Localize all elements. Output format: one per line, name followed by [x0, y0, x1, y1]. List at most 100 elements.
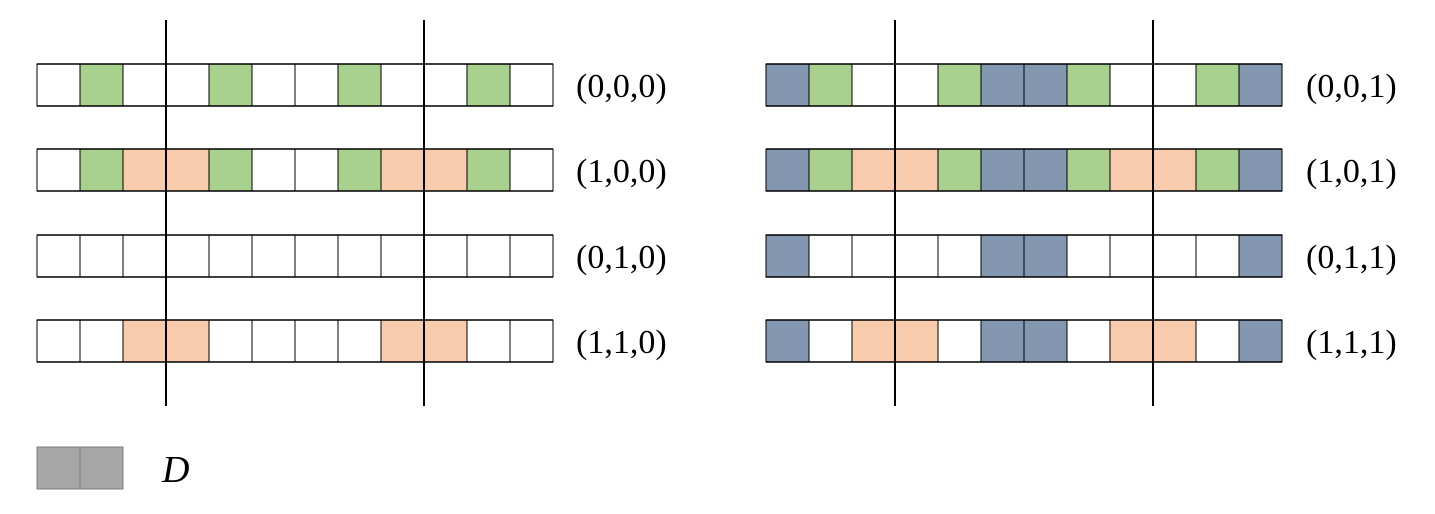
strip-cell-green: [79, 63, 124, 107]
strip-cell-green: [808, 63, 853, 107]
strip-cell-empty: [337, 234, 382, 278]
strip-cell-empty: [1152, 234, 1197, 278]
strip-cell-peach: [122, 319, 167, 363]
strip-cell-empty: [337, 319, 382, 363]
strip-cell-empty: [165, 63, 210, 107]
left-panel: (0,0,0) (1,0,0) (0,1,0) (1,1,0): [36, 20, 667, 406]
strip-cell-empty: [251, 63, 296, 107]
strip-cell-green: [1195, 148, 1240, 192]
strip-cell-empty: [380, 63, 425, 107]
strip-cell-green: [337, 148, 382, 192]
strip-row: (0,0,0): [36, 63, 667, 107]
strip-cell-empty: [423, 63, 468, 107]
strip-cell-blue: [765, 63, 810, 107]
strip-cell-empty: [251, 234, 296, 278]
strip-cell-empty: [808, 319, 853, 363]
strip-cell-peach: [165, 148, 210, 192]
row-label: (1,1,1): [1306, 324, 1397, 361]
strip-cell-empty: [294, 319, 339, 363]
strip-cell-empty: [1109, 63, 1154, 107]
strip-cell-blue: [765, 234, 810, 278]
strip-row: (1,0,0): [36, 148, 667, 192]
strip-cell-blue: [980, 319, 1025, 363]
strip-cell-empty: [36, 234, 81, 278]
strip-cell-green: [937, 148, 982, 192]
strip-cell-peach: [851, 148, 896, 192]
legend-cell: [36, 446, 81, 490]
legend-cell: [79, 446, 124, 490]
strip-cell-green: [466, 63, 511, 107]
strip-cell-peach: [894, 319, 939, 363]
strip-cell-empty: [1195, 234, 1240, 278]
legend-label: D: [161, 449, 189, 491]
strip-cell-empty: [122, 63, 167, 107]
strip-cell-empty: [509, 148, 554, 192]
strip-cell-green: [79, 148, 124, 192]
strip-cell-empty: [36, 63, 81, 107]
strip-cell-empty: [1109, 234, 1154, 278]
strip-cell-peach: [380, 148, 425, 192]
strip-cell-peach: [423, 148, 468, 192]
strip-cell-empty: [937, 319, 982, 363]
row-label: (0,1,1): [1306, 239, 1397, 276]
legend-swatch: [36, 446, 124, 490]
row-label: (0,0,1): [1306, 68, 1397, 105]
strip-cell-peach: [380, 319, 425, 363]
strip-cell-peach: [851, 319, 896, 363]
strip-cell-empty: [1066, 319, 1111, 363]
strip-row: (1,1,1): [765, 319, 1397, 363]
row-label: (0,1,0): [576, 239, 667, 276]
strip-cell-blue: [980, 63, 1025, 107]
strip-cell-empty: [894, 63, 939, 107]
strip-row: (0,1,0): [36, 234, 667, 278]
strip-cell-empty: [851, 234, 896, 278]
strip-cell-empty: [251, 319, 296, 363]
strip-cell-blue: [1023, 319, 1068, 363]
strip-cell-blue: [765, 319, 810, 363]
strip-cell-blue: [1238, 319, 1283, 363]
strip-cell-empty: [294, 63, 339, 107]
strip-cell-empty: [36, 319, 81, 363]
strip-cell-green: [808, 148, 853, 192]
strip-cell-peach: [423, 319, 468, 363]
strip-cell-blue: [980, 148, 1025, 192]
row-label: (1,0,0): [576, 153, 667, 190]
strip-cell-empty: [466, 319, 511, 363]
strip-row: (0,0,1): [765, 63, 1397, 107]
strip-cell-empty: [79, 234, 124, 278]
strip-cell-empty: [1066, 234, 1111, 278]
strip-cell-empty: [851, 63, 896, 107]
strip-cell-peach: [1152, 319, 1197, 363]
strip-cell-empty: [294, 234, 339, 278]
strip-cell-empty: [36, 148, 81, 192]
strip-cell-empty: [208, 234, 253, 278]
strip-cell-empty: [122, 234, 167, 278]
strip-cell-green: [1066, 63, 1111, 107]
strip-cell-empty: [466, 234, 511, 278]
strip-cell-blue: [1023, 148, 1068, 192]
strip-cell-blue: [1023, 63, 1068, 107]
strip-row: (1,0,1): [765, 148, 1397, 192]
strip-cell-peach: [1109, 148, 1154, 192]
right-panel: (0,0,1) (1,0,1) (0,1,1) (1,1,1): [765, 20, 1397, 406]
strip-cell-empty: [509, 234, 554, 278]
strip-cell-empty: [380, 234, 425, 278]
strip-cell-green: [208, 63, 253, 107]
strip-cell-peach: [894, 148, 939, 192]
strip-cell-blue: [1238, 148, 1283, 192]
strip-row: (0,1,1): [765, 234, 1397, 278]
strip-cell-green: [466, 148, 511, 192]
strip-cell-empty: [894, 234, 939, 278]
row-label: (1,1,0): [576, 324, 667, 361]
strip-cell-peach: [1109, 319, 1154, 363]
strip-cell-blue: [1238, 63, 1283, 107]
strip-cell-empty: [251, 148, 296, 192]
strip-cell-empty: [509, 63, 554, 107]
strip-cell-green: [337, 63, 382, 107]
strip-cell-empty: [1152, 63, 1197, 107]
strip-cell-blue: [1238, 234, 1283, 278]
strip-cell-empty: [165, 234, 210, 278]
strip-cell-peach: [1152, 148, 1197, 192]
row-label: (1,0,1): [1306, 153, 1397, 190]
